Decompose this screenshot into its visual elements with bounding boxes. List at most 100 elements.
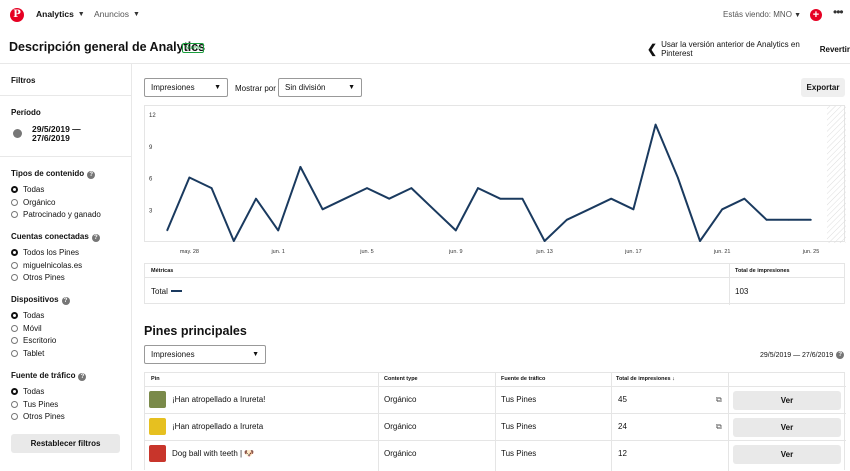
- pin-thumbnail[interactable]: [149, 418, 166, 435]
- show-by-label: Mostrar por: [235, 84, 276, 93]
- series-swatch: [171, 290, 182, 292]
- radio-device-tablet[interactable]: Tablet: [11, 349, 44, 358]
- content-type-cell: Orgánico: [384, 395, 417, 404]
- divider: [611, 373, 612, 471]
- pin-thumbnail[interactable]: [149, 391, 166, 408]
- radio-selected-icon: [11, 312, 18, 319]
- divider: [728, 373, 729, 471]
- data-point: [233, 240, 235, 242]
- data-point: [255, 197, 257, 200]
- data-point: [610, 197, 612, 200]
- pin-title[interactable]: ¡Han atropellado a Irureta!: [172, 395, 266, 404]
- pinterest-logo-icon[interactable]: P: [10, 8, 24, 22]
- radio-icon: [11, 325, 18, 332]
- radio-label: Todas: [23, 311, 45, 320]
- view-button[interactable]: Ver: [733, 391, 841, 410]
- division-select[interactable]: Sin división ▼: [278, 78, 362, 97]
- data-point: [166, 229, 168, 232]
- divider: [0, 95, 132, 96]
- metrics-table: Métricas Total de impresiones Total 103: [144, 263, 845, 305]
- radio-connected-all[interactable]: Todos los Pines: [11, 248, 79, 257]
- content-type-cell: Orgánico: [384, 422, 417, 431]
- filters-heading: Filtros: [11, 76, 36, 85]
- data-point: [654, 123, 657, 126]
- period-value[interactable]: 29/5/2019 — 27/6/2019: [32, 124, 81, 143]
- radio-content-organic[interactable]: Orgánico: [11, 198, 55, 207]
- radio-selected-icon: [11, 186, 18, 193]
- col-header-pin[interactable]: Pin: [151, 376, 160, 382]
- radio-label: Todas: [23, 185, 45, 194]
- analytics-menu[interactable]: Analytics ▼: [36, 9, 85, 19]
- chevron-down-icon: ▼: [794, 12, 802, 19]
- y-tick-label: 12: [149, 113, 156, 119]
- total-cell: 45: [618, 395, 627, 404]
- devices-heading: Dispositivos?: [11, 295, 70, 305]
- help-icon[interactable]: ?: [78, 373, 87, 381]
- help-icon[interactable]: ?: [61, 297, 70, 305]
- top-pins-metric-select[interactable]: Impresiones ▼: [144, 345, 266, 364]
- radio-connected-site[interactable]: miguelnicolas.es: [11, 261, 82, 270]
- copy-icon[interactable]: ⧉: [716, 395, 722, 404]
- pin-title[interactable]: ¡Han atropellado a Irureta: [172, 422, 264, 431]
- radio-label: Orgánico: [23, 198, 56, 207]
- table-row[interactable]: Dog ball with teeth | 🐶 Orgánico Tus Pin…: [145, 440, 846, 467]
- data-point: [521, 197, 524, 200]
- data-point: [455, 229, 457, 232]
- radio-content-paid[interactable]: Patrocinado y ganado: [11, 210, 101, 219]
- pin-title[interactable]: Dog ball with teeth | 🐶: [172, 449, 255, 458]
- radio-label: Tablet: [23, 349, 45, 358]
- copy-icon[interactable]: ⧉: [716, 422, 722, 431]
- radio-label: Tus Pines: [23, 400, 59, 409]
- ads-menu[interactable]: Anuncios ▼: [94, 9, 140, 19]
- data-point: [366, 187, 368, 189]
- radio-connected-other[interactable]: Otros Pines: [11, 273, 65, 282]
- radio-traffic-all[interactable]: Todas: [11, 387, 44, 396]
- col-header-content-type[interactable]: Content type: [384, 376, 418, 382]
- analytics-label: Analytics: [36, 9, 74, 19]
- metrics-col-header: Métricas: [151, 268, 174, 274]
- metrics-row-value: 103: [735, 287, 749, 296]
- top-pins-metric-value: Impresiones: [151, 350, 195, 359]
- divider: [378, 373, 379, 471]
- viewing-label: Estás viendo: MNO: [723, 10, 792, 19]
- table-row[interactable]: ¡Han atropellado a Irureta! Orgánico Tus…: [145, 386, 846, 413]
- radio-content-all[interactable]: Todas: [11, 185, 44, 194]
- view-button[interactable]: Ver: [733, 445, 841, 464]
- old-version-link[interactable]: ❮ Usar la versión anterior de Analytics …: [647, 40, 850, 58]
- help-icon[interactable]: ?: [87, 171, 96, 179]
- x-tick-label: jun. 5: [359, 249, 373, 255]
- radio-traffic-own[interactable]: Tus Pines: [11, 400, 58, 409]
- create-plus-icon[interactable]: +: [810, 9, 822, 21]
- more-options-icon[interactable]: •••: [833, 5, 844, 19]
- table-row[interactable]: ¡Han atropellado a Irureta Orgánico Tus …: [145, 413, 846, 440]
- account-switcher[interactable]: Estás viendo: MNO ▼: [723, 10, 801, 19]
- radio-device-all[interactable]: Todas: [11, 311, 44, 320]
- radio-selected-icon: [11, 388, 18, 395]
- view-button[interactable]: Ver: [733, 418, 841, 437]
- help-icon[interactable]: ?: [91, 234, 100, 242]
- export-button[interactable]: Exportar: [801, 78, 845, 97]
- radio-traffic-other[interactable]: Otros Pines: [11, 412, 65, 421]
- data-point: [588, 208, 590, 211]
- x-tick-label: jun. 1: [270, 249, 284, 255]
- metrics-header: Métricas Total de impresiones: [145, 264, 844, 278]
- radio-label: Escritorio: [23, 336, 57, 345]
- chevron-down-icon: ▼: [252, 351, 259, 358]
- chevron-down-icon: ▼: [77, 10, 85, 18]
- pin-thumbnail[interactable]: [149, 445, 166, 462]
- metric-select[interactable]: Impresiones ▼: [144, 78, 228, 97]
- col-header-total[interactable]: Total de impresiones ↓: [616, 373, 675, 386]
- col-header-traffic-source[interactable]: Fuente de tráfico: [501, 376, 546, 382]
- help-icon[interactable]: ?: [836, 351, 845, 359]
- radio-label: Otros Pines: [23, 412, 65, 421]
- traffic-source-cell: Tus Pines: [501, 449, 537, 458]
- radio-label: Todos los Pines: [23, 248, 80, 257]
- revert-link[interactable]: Revertir: [819, 44, 850, 54]
- radio-device-desktop[interactable]: Escritorio: [11, 336, 56, 345]
- reset-filters-button[interactable]: Restablecer filtros: [11, 434, 120, 453]
- col-header-total-label: Total de impresiones: [616, 376, 671, 382]
- divider: [0, 156, 132, 157]
- radio-device-mobile[interactable]: Móvil: [11, 324, 42, 333]
- data-point: [299, 166, 302, 168]
- radio-label: miguelnicolas.es: [23, 261, 83, 270]
